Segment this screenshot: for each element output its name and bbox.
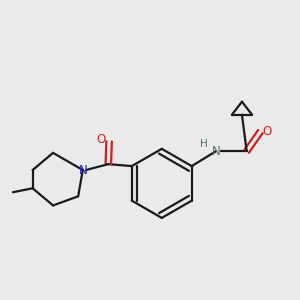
Text: N: N — [212, 145, 220, 158]
Text: O: O — [263, 125, 272, 138]
Text: O: O — [97, 133, 106, 146]
Text: H: H — [200, 139, 207, 149]
Text: N: N — [78, 164, 87, 176]
